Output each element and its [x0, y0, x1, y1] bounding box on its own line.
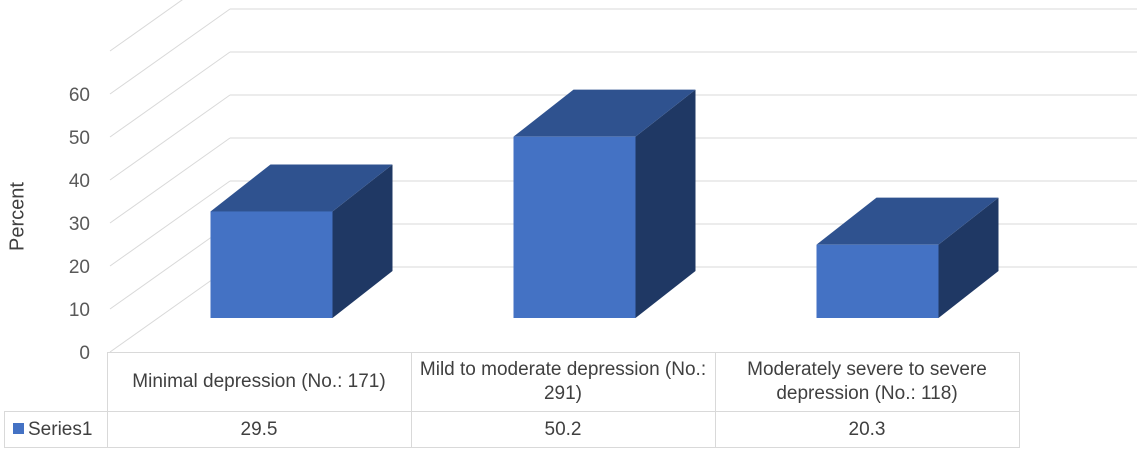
gridline	[109, 51, 231, 138]
legend-swatch	[13, 422, 24, 434]
bar	[210, 211, 333, 318]
chart-plot-area	[109, 0, 1137, 352]
series-name: Series1	[28, 418, 93, 440]
bar-top-face	[210, 164, 393, 212]
gridline	[109, 0, 183, 52]
bar-top-face	[816, 197, 999, 245]
bar-side-face	[938, 197, 999, 318]
category-label: Moderately severe to severe depression (…	[714, 352, 1020, 412]
gridline	[109, 94, 231, 181]
y-tick-label: 50	[68, 128, 90, 149]
category-label: Minimal depression (No.: 171)	[106, 352, 412, 412]
data-value: 20.3	[714, 411, 1020, 448]
bar	[816, 244, 939, 318]
y-tick-label: 40	[68, 171, 90, 192]
gridline	[109, 137, 231, 224]
gridline	[109, 180, 231, 267]
category-label: Mild to moderate depression (No.: 291)	[410, 352, 716, 412]
bar-top-face	[513, 89, 696, 137]
data-table: Minimal depression (No.: 171) Mild to mo…	[4, 352, 1020, 448]
y-axis-label: Percent	[6, 182, 29, 251]
data-value: 50.2	[410, 411, 716, 448]
y-tick-label: 20	[68, 257, 90, 278]
floor-edge-line	[109, 266, 231, 352]
bar	[513, 136, 636, 318]
y-tick-label: 10	[68, 300, 90, 321]
gridline	[109, 223, 231, 310]
y-tick-label: 60	[68, 85, 90, 106]
gridline	[109, 8, 231, 95]
data-value: 29.5	[106, 411, 412, 448]
bar-side-face	[332, 164, 393, 318]
y-tick-label: 30	[68, 214, 90, 235]
bar-side-face	[635, 89, 696, 318]
legend-entry: Series1	[4, 411, 108, 448]
